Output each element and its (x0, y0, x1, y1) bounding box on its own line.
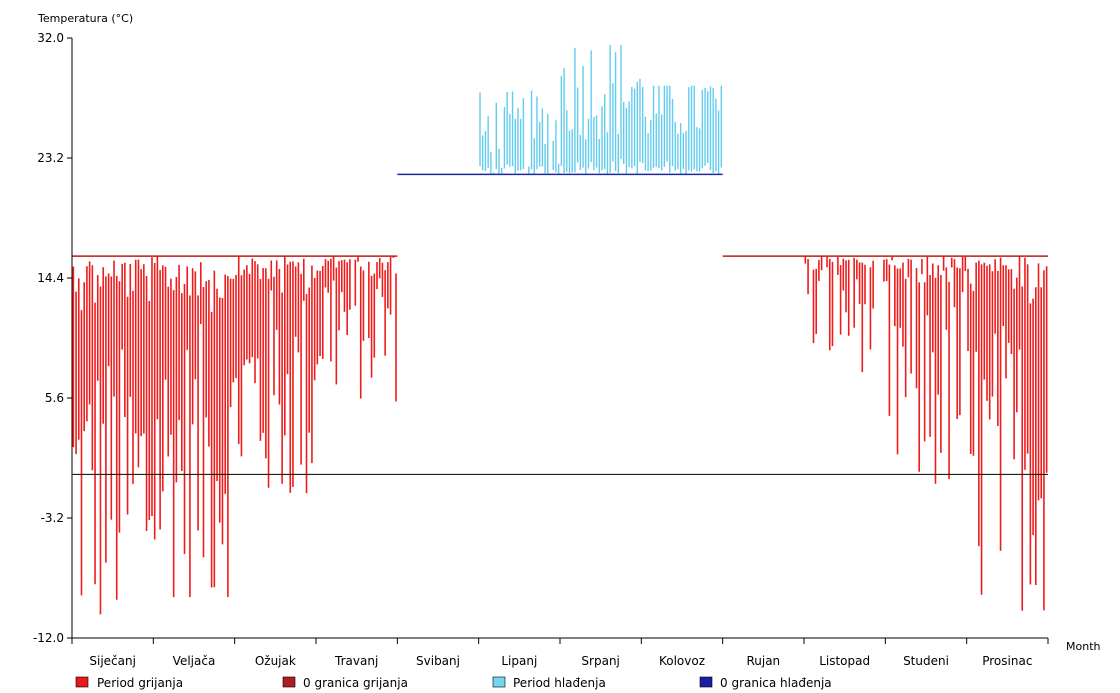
x-axis: Siječanj Veljača Ožujak Travanj Svibanj Lipan… (71, 638, 1049, 668)
legend-label-cooling-limit: 0 granica hlađenja (720, 676, 832, 690)
reference-lines (72, 173, 1048, 475)
legend-swatch-heating-limit (282, 676, 296, 688)
x-tick-label: Kolovoz (659, 654, 705, 668)
x-tick-label: Siječanj (89, 654, 136, 668)
x-tick-label: Studeni (903, 654, 949, 668)
y-tick-label: 5.6 (45, 391, 64, 405)
legend: Period grijanja 0 granica grijanja Perio… (75, 676, 832, 690)
cooling-bars (479, 44, 723, 175)
x-tick-label: Prosinac (982, 654, 1032, 668)
legend-label-heating-limit: 0 granica grijanja (303, 676, 408, 690)
legend-swatch-cooling-period (492, 676, 506, 688)
y-tick-label: 14.4 (37, 271, 64, 285)
y-tick-label: 32.0 (37, 31, 64, 45)
x-axis-title: Month (1066, 640, 1101, 653)
y-tick-label: -3.2 (41, 511, 64, 525)
x-tick-label: Svibanj (416, 654, 460, 668)
legend-label-heating-period: Period grijanja (97, 676, 183, 690)
x-tick-label: Listopad (819, 654, 870, 668)
y-axis-title: Temperatura (°C) (37, 12, 133, 25)
x-tick-label: Ožujak (255, 654, 296, 668)
x-tick-label: Srpanj (581, 654, 619, 668)
x-tick-label: Lipanj (501, 654, 537, 668)
legend-swatch-heating-period (75, 676, 89, 688)
y-tick-label: 23.2 (37, 151, 64, 165)
heating-bars (72, 256, 1048, 615)
legend-swatch-cooling-limit (699, 676, 713, 688)
x-tick-label: Travanj (334, 654, 378, 668)
x-tick-label: Veljača (173, 654, 216, 668)
legend-label-cooling-period: Period hlađenja (513, 676, 606, 690)
x-tick-label: Rujan (746, 654, 780, 668)
y-tick-label: -12.0 (33, 631, 64, 645)
y-axis: 32.0 23.2 14.4 5.6 -3.2 -12.0 (33, 31, 72, 645)
